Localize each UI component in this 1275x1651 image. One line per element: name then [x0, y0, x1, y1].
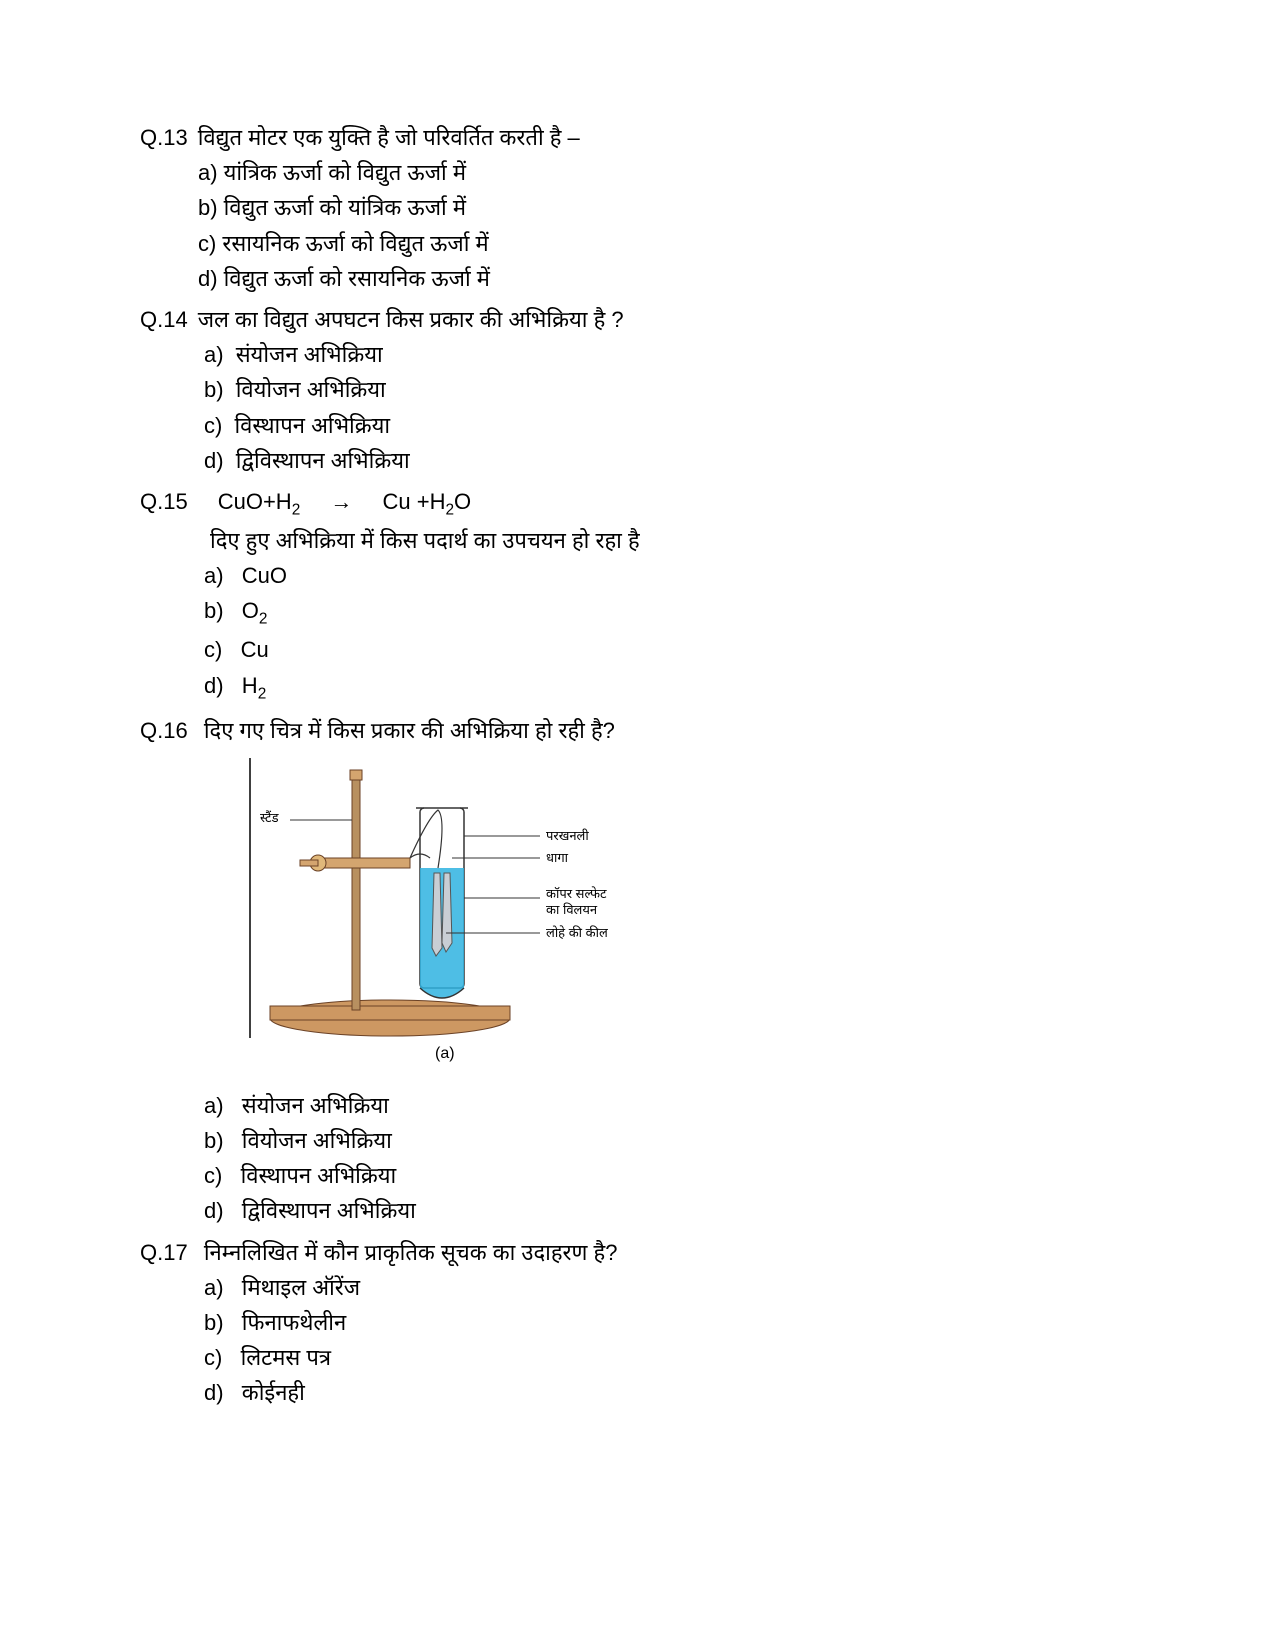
q17-option-a: a) मिथाइल ऑरेंज — [204, 1270, 1175, 1305]
q17-text: निम्नलिखित में कौन प्राकृतिक सूचक का उदा… — [204, 1235, 618, 1270]
q13-option-a: a)यांत्रिक ऊर्जा को विद्युत ऊर्जा में — [198, 155, 1175, 190]
reaction-left-sub: 2 — [292, 501, 301, 518]
option-text: यांत्रिक ऊर्जा को विद्युत ऊर्जा में — [224, 160, 466, 185]
q16-option-d: d) द्विविस्थापन अभिक्रिया — [204, 1193, 1175, 1228]
q15-text2: दिए हुए अभिक्रिया में किस पदार्थ का उपचय… — [210, 523, 1175, 558]
q13-text: विद्युत मोटर एक युक्ति है जो परिवर्तित क… — [198, 120, 580, 155]
reaction-right-sub: 2 — [445, 501, 454, 518]
q15-option-d: d) H2 — [204, 668, 1175, 707]
option-text: फिनाफथेलीन — [242, 1310, 346, 1335]
option-text: H2 — [242, 673, 266, 698]
question-16: Q.16 दिए गए चित्र में किस प्रकार की अभिक… — [140, 713, 1175, 1229]
q14-text: जल का विद्युत अपघटन किस प्रकार की अभिक्र… — [198, 302, 624, 337]
q15-option-b: b) O2 — [204, 593, 1175, 632]
option-text: द्विविस्थापन अभिक्रिया — [236, 448, 410, 473]
option-text: वियोजन अभिक्रिया — [236, 377, 386, 402]
label-copper-sulfate: कॉपर सल्फेट — [546, 886, 607, 901]
q15-reaction: CuO+H2 → Cu +H2O — [218, 484, 471, 523]
option-text: कोईनही — [242, 1380, 305, 1405]
reaction-right-end: O — [454, 489, 471, 514]
reaction-arrow-icon: → — [330, 484, 352, 519]
label-iron-nail: लोहे की कील — [546, 925, 608, 940]
option-text: संयोजन अभिक्रिया — [242, 1093, 389, 1118]
q16-option-c: c) विस्थापन अभिक्रिया — [204, 1158, 1175, 1193]
option-text: विस्थापन अभिक्रिया — [241, 1163, 397, 1188]
diagram-caption: (a) — [435, 1045, 455, 1062]
q17-option-b: b) फिनाफथेलीन — [204, 1305, 1175, 1340]
q16-option-a: a) संयोजन अभिक्रिया — [204, 1088, 1175, 1123]
label-stand: स्टैंड — [260, 810, 280, 825]
option-text: O2 — [242, 598, 268, 623]
q17-option-d: d) कोईनही — [204, 1375, 1175, 1410]
q16-text: दिए गए चित्र में किस प्रकार की अभिक्रिया… — [204, 713, 615, 748]
q14-option-b: b) वियोजन अभिक्रिया — [204, 372, 1175, 407]
reaction-left: CuO+H — [218, 489, 292, 514]
option-text: रसायनिक ऊर्जा को विद्युत ऊर्जा में — [222, 231, 488, 256]
question-17: Q.17 निम्नलिखित में कौन प्राकृतिक सूचक क… — [140, 1235, 1175, 1411]
q15-option-a: a) CuO — [204, 558, 1175, 593]
option-text: CuO — [242, 563, 287, 588]
option-text: विस्थापन अभिक्रिया — [234, 413, 390, 438]
q16-number: Q.16 — [140, 713, 188, 748]
q14-option-d: d) द्विविस्थापन अभिक्रिया — [204, 443, 1175, 478]
q15-option-c: c) Cu — [204, 632, 1175, 667]
reaction-right: Cu +H — [383, 489, 446, 514]
q13-option-c: c)रसायनिक ऊर्जा को विद्युत ऊर्जा में — [198, 226, 1175, 261]
q14-number: Q.14 — [140, 302, 188, 337]
question-15: Q.15 CuO+H2 → Cu +H2O दिए हुए अभिक्रिया … — [140, 484, 1175, 707]
option-text: द्विविस्थापन अभिक्रिया — [242, 1198, 416, 1223]
q16-option-b: b) वियोजन अभिक्रिया — [204, 1123, 1175, 1158]
option-text: संयोजन अभिक्रिया — [236, 342, 383, 367]
q15-number: Q.15 — [140, 484, 188, 519]
q17-option-c: c) लिटमस पत्र — [204, 1340, 1175, 1375]
question-13: Q.13 विद्युत मोटर एक युक्ति है जो परिवर्… — [140, 120, 1175, 296]
q13-option-b: b)विद्युत ऊर्जा को यांत्रिक ऊर्जा में — [198, 190, 1175, 225]
label-thread: धागा — [546, 850, 569, 865]
option-text: लिटमस पत्र — [241, 1345, 331, 1370]
question-14: Q.14 जल का विद्युत अपघटन किस प्रकार की अ… — [140, 302, 1175, 478]
q13-option-d: d)विद्युत ऊर्जा को रसायनिक ऊर्जा में — [198, 261, 1175, 296]
label-solution: का विलयन — [546, 902, 598, 917]
q14-option-a: a) संयोजन अभिक्रिया — [204, 337, 1175, 372]
q16-diagram: स्टैंड परखनली धागा कॉपर सल्फेट का विलयन … — [240, 758, 1175, 1078]
label-test-tube: परखनली — [546, 828, 589, 843]
option-text: मिथाइल ऑरेंज — [242, 1275, 360, 1300]
option-text: वियोजन अभिक्रिया — [242, 1128, 392, 1153]
option-text: विद्युत ऊर्जा को रसायनिक ऊर्जा में — [224, 266, 490, 291]
q17-number: Q.17 — [140, 1235, 188, 1270]
option-text: Cu — [241, 637, 269, 662]
option-text: विद्युत ऊर्जा को यांत्रिक ऊर्जा में — [224, 195, 466, 220]
q14-option-c: c) विस्थापन अभिक्रिया — [204, 408, 1175, 443]
experiment-diagram-icon: स्टैंड परखनली धागा कॉपर सल्फेट का विलयन … — [240, 758, 660, 1068]
q13-number: Q.13 — [140, 120, 188, 155]
